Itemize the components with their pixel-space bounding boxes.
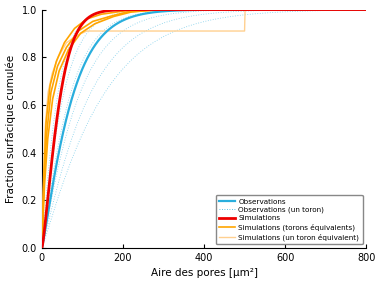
- X-axis label: Aire des pores [μm²]: Aire des pores [μm²]: [150, 268, 258, 278]
- Legend: Observations, Observations (un toron), Simulations, Simulations (torons équivale: Observations, Observations (un toron), S…: [216, 195, 363, 245]
- Y-axis label: Fraction surfacique cumulée: Fraction surfacique cumulée: [6, 55, 16, 203]
